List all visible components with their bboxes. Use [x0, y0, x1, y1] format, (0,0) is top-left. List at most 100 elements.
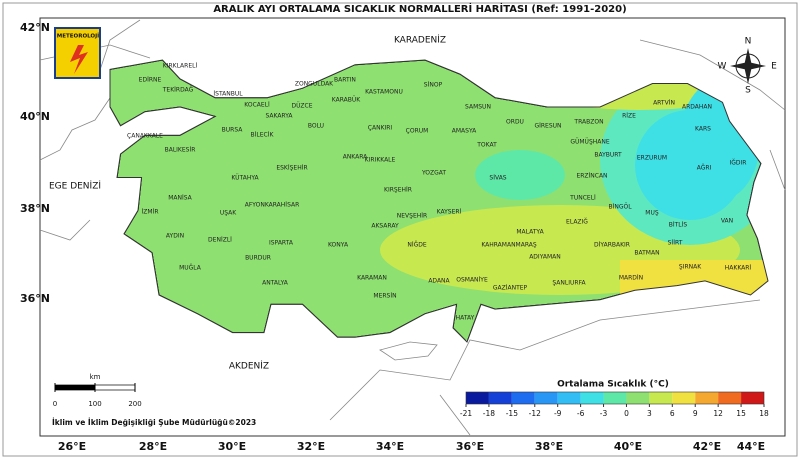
lon-label: 40°E: [614, 440, 642, 453]
lat-label: 38°N: [20, 202, 50, 215]
province-label: ISPARTA: [269, 240, 294, 247]
province-label: SİVAS: [489, 175, 506, 182]
scale-segment: [54, 384, 96, 391]
sea-label: EGE DENİZİ: [49, 181, 101, 192]
province-label: MANİSA: [168, 195, 192, 202]
province-label: KOCAELİ: [244, 102, 270, 109]
province-label: İSTANBUL: [213, 91, 243, 98]
colorbar-tick-label: -21: [460, 409, 472, 418]
province-label: GÜMÜŞHANE: [570, 139, 610, 146]
sea-label: KARADENİZ: [394, 35, 446, 46]
scale-tick-label: 100: [88, 400, 101, 408]
province-label: BİTLİS: [669, 222, 688, 229]
compass-n: N: [745, 37, 752, 47]
colorbar-tick-label: 3: [647, 409, 652, 418]
colorbar-tick-label: -6: [577, 409, 585, 418]
colorbar-tick-label: 18: [759, 409, 769, 418]
province-label: MALATYA: [516, 229, 544, 236]
colorbar-tick-label: 0: [624, 409, 629, 418]
lon-label: 44°E: [737, 440, 765, 453]
province-label: MUŞ: [645, 210, 659, 217]
lat-label: 40°N: [20, 110, 50, 123]
province-label: BURDUR: [245, 255, 271, 262]
colorbar-label: Ortalama Sıcaklık (°C): [557, 380, 669, 390]
colorbar-tick-label: -3: [600, 409, 608, 418]
province-label: UŞAK: [220, 210, 237, 217]
province-label: RİZE: [622, 113, 636, 120]
province-label: ÇANKIRI: [368, 125, 393, 132]
colorbar-segment: [718, 392, 742, 404]
colorbar-segment: [672, 392, 696, 404]
lon-label: 38°E: [535, 440, 563, 453]
province-label: GİRESUN: [534, 123, 561, 130]
province-label: AMASYA: [452, 128, 477, 135]
province-label: IĞDIR: [730, 160, 747, 167]
province-label: SAMSUN: [465, 104, 491, 111]
province-label: ORDU: [506, 119, 524, 126]
province-label: ADIYAMAN: [529, 254, 561, 261]
province-label: AFYONKARAHİSAR: [245, 202, 300, 209]
scale-bar: 0 100 200: [53, 383, 142, 408]
province-label: ÇORUM: [406, 128, 429, 135]
province-label: KÜTAHYA: [231, 175, 259, 182]
province-label: ANTALYA: [262, 280, 289, 287]
province-label: NEVŞEHİR: [397, 213, 427, 220]
colorbar-segment: [695, 392, 719, 404]
province-label: BARTIN: [334, 77, 356, 84]
province-label: EDİRNE: [139, 77, 162, 84]
colorbar-segment: [488, 392, 512, 404]
colorbar-segment: [557, 392, 581, 404]
colorbar-tick-label: -18: [483, 409, 495, 418]
lon-label: 42°E: [693, 440, 721, 453]
province-label: BİNGÖL: [608, 204, 632, 211]
colorbar-tick-label: 6: [670, 409, 675, 418]
colorbar-tick-label: -12: [529, 409, 541, 418]
lat-label: 36°N: [20, 292, 50, 305]
province-label: ERZİNCAN: [576, 173, 607, 180]
scale-unit: km: [90, 373, 101, 381]
province-label: VAN: [721, 218, 733, 225]
province-label: KARS: [695, 126, 711, 133]
province-label: AKSARAY: [371, 223, 399, 230]
colorbar-segment: [511, 392, 535, 404]
province-label: KASTAMONU: [365, 89, 403, 96]
province-label: HATAY: [456, 315, 475, 322]
compass: N E S W: [718, 37, 778, 96]
province-label: BAYBURT: [594, 152, 622, 159]
scale-segment: [94, 384, 136, 391]
province-label: TEKİRDAĞ: [162, 87, 194, 94]
province-label: ERZURUM: [637, 155, 667, 162]
neighbour-borders: [39, 19, 786, 436]
province-label: MARDİN: [619, 275, 643, 282]
province-label: KIRŞEHİR: [384, 187, 412, 194]
province-label: HAKKARİ: [725, 265, 752, 272]
title: ARALIK AYI ORTALAMA SICAKLIK NORMALLERİ …: [213, 1, 626, 15]
province-label: KARAMAN: [357, 275, 387, 282]
credit: İklim ve İklim Değişikliği Şube Müdürlüğ…: [52, 418, 256, 427]
province-label: KIRIKKALE: [365, 157, 396, 164]
province-label: BURSA: [222, 127, 244, 134]
province-label: ZONGULDAK: [295, 81, 334, 88]
colorbar: -21 -18 -15 -12 -9 -6 -3 0 3 6 9 12 15 18: [460, 391, 769, 418]
province-label: DİYARBAKIR: [594, 242, 630, 249]
province-label: ANKARA: [343, 154, 368, 161]
colorbar-tick-label: -15: [506, 409, 518, 418]
lon-label: 30°E: [218, 440, 246, 453]
province-label: KONYA: [328, 242, 349, 249]
scale-tick-label: 200: [128, 400, 141, 408]
province-label: ARDAHAN: [682, 104, 712, 111]
province-label: AYDIN: [166, 233, 184, 240]
colorbar-segment: [626, 392, 650, 404]
lon-label: 36°E: [456, 440, 484, 453]
logo-text: METEOROLOJİ: [57, 33, 99, 40]
province-label: BİLECİK: [251, 132, 275, 139]
province-label: TOKAT: [476, 142, 497, 149]
colorbar-segment: [741, 392, 764, 404]
province-label: BATMAN: [634, 250, 659, 257]
province-label: ÇANAKKALE: [127, 133, 163, 140]
province-label: BALIKESİR: [165, 147, 196, 154]
